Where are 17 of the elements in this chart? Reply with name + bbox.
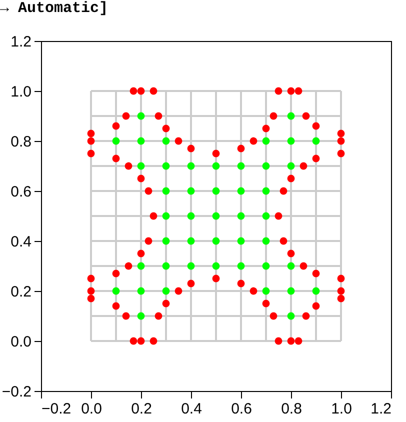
x-tick-label: 1.2	[370, 400, 392, 418]
x-tick-label: −0.2	[42, 400, 72, 418]
x-tick-label: 0.6	[231, 400, 252, 418]
x-tick-label: 1.0	[331, 400, 352, 418]
y-tick-label: −0.2	[2, 384, 32, 400]
x-tick-label: 0.4	[181, 400, 202, 418]
x-tick-label: 0.8	[281, 400, 302, 418]
y-tick-label: 0.0	[10, 334, 32, 350]
y-tick-label: 0.2	[10, 284, 32, 300]
text: → Automatic]	[0, 0, 108, 17]
y-tick-label: 1.0	[10, 84, 32, 100]
y-tick-label: 1.2	[10, 34, 32, 50]
y-tick-label: 0.8	[10, 134, 32, 150]
y-tick-label: 0.6	[10, 184, 32, 200]
x-tick-label: 0.0	[81, 400, 102, 418]
y-tick-label: 0.4	[10, 234, 32, 250]
x-tick-label: 0.2	[131, 400, 152, 418]
